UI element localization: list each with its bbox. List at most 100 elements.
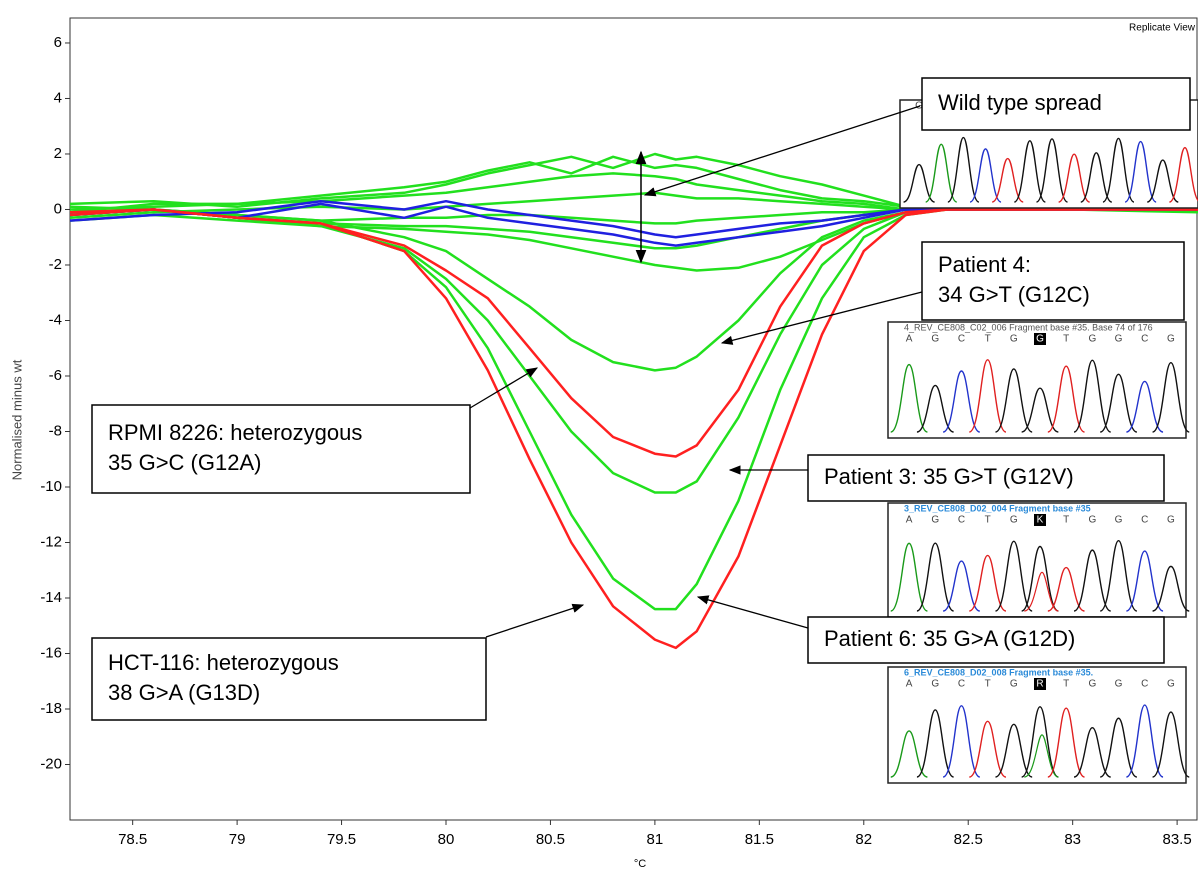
peak	[1152, 361, 1190, 433]
lines	[70, 152, 1198, 650]
x-tick-label: 82	[855, 831, 872, 848]
peak	[903, 163, 935, 203]
peak	[995, 540, 1033, 612]
annotation-text: 34 G>T (G12C)	[938, 282, 1090, 307]
peak	[1073, 549, 1112, 612]
y-tick-label: -16	[40, 644, 62, 661]
y-tick-label: -18	[40, 700, 62, 717]
peak	[1047, 566, 1085, 612]
base-letter: G	[1036, 334, 1044, 345]
peak	[1021, 545, 1059, 612]
base-highlight	[1034, 678, 1046, 690]
base-letter: G	[1010, 334, 1018, 345]
peak	[1152, 565, 1190, 612]
y-tick-label: -6	[49, 367, 62, 384]
base-letter: G	[1088, 334, 1096, 345]
base-letter: C	[958, 334, 965, 345]
y-tick-label: -12	[40, 533, 62, 550]
peak	[916, 542, 954, 612]
base-letter: R	[1036, 679, 1043, 690]
peak	[1047, 707, 1085, 778]
peak	[1126, 704, 1164, 778]
annotation-arrow	[485, 603, 585, 638]
peak	[1152, 711, 1190, 778]
y-tick-label: 2	[54, 145, 62, 162]
annotation-text: Wild type spread	[938, 90, 1102, 115]
y-tick-label: -10	[40, 478, 62, 495]
peak	[1021, 706, 1059, 778]
peak	[916, 384, 954, 433]
x-tick-label: 81.5	[745, 831, 774, 848]
y-tick-label: -8	[49, 422, 62, 439]
peak	[1169, 146, 1198, 203]
series-line	[70, 208, 1198, 650]
base-letter: C	[958, 679, 965, 690]
peak	[942, 370, 981, 433]
x-tick-label: 81	[647, 831, 664, 848]
base-letter: G	[931, 679, 939, 690]
base-letter: C	[1141, 679, 1148, 690]
annotation-text: Patient 6: 35 G>A (G12D)	[824, 626, 1075, 651]
chromatogram: 4_REV_CE808_C02_006 Fragment base #35. B…	[887, 321, 1190, 439]
base-letter: T	[1063, 515, 1069, 526]
chromatogram-title: 3_REV_CE808_D02_004 Fragment base #35	[904, 503, 1091, 513]
peak	[1024, 734, 1059, 778]
peak	[1126, 380, 1164, 433]
peak	[968, 359, 1007, 433]
annotation-arrow	[643, 105, 921, 197]
y-tick-label: -4	[49, 311, 62, 328]
corner-label: Replicate View	[1129, 23, 1196, 34]
annotation-box	[807, 616, 1165, 664]
annotation-box	[91, 404, 471, 494]
x-tick-label: 79.5	[327, 831, 356, 848]
y-tick-label: -14	[40, 589, 62, 606]
base-letter: G	[1167, 334, 1175, 345]
base-letter: T	[985, 679, 991, 690]
annotation-arrow	[720, 291, 923, 345]
base-letter: T	[985, 515, 991, 526]
annotation-text: 35 G>C (G12A)	[108, 450, 261, 475]
series-line	[70, 199, 1198, 239]
peak	[995, 723, 1033, 778]
base-letter: C	[958, 515, 965, 526]
peak	[968, 554, 1007, 612]
x-tick-label: 79	[229, 831, 246, 848]
y-axis-label: Normalised minus wt	[9, 359, 24, 480]
base-letter: G	[1088, 679, 1096, 690]
x-tick-label: 78.5	[118, 831, 147, 848]
x-tick-label: 83.5	[1163, 831, 1192, 848]
peak	[991, 157, 1024, 203]
peak	[1146, 159, 1179, 203]
base-letter: G	[1088, 515, 1096, 526]
y-tick-label: 4	[54, 89, 62, 106]
annotation-text: HCT-116: heterozygous	[108, 650, 339, 675]
peak	[890, 363, 928, 433]
peak	[1013, 140, 1047, 203]
peak	[1126, 550, 1164, 612]
peak	[968, 720, 1007, 778]
peak	[890, 542, 928, 612]
base-highlight	[1034, 333, 1046, 345]
peak	[942, 705, 981, 778]
peak	[1073, 726, 1111, 778]
base-letter: A	[906, 679, 913, 690]
y-tick-label: -20	[40, 755, 62, 772]
annotation-box	[91, 637, 487, 721]
base-letter: G	[1167, 515, 1175, 526]
x-tick-label: 83	[1064, 831, 1081, 848]
peak	[942, 560, 981, 612]
base-letter: A	[906, 334, 913, 345]
base-letter: G	[1115, 515, 1123, 526]
peak	[925, 143, 958, 203]
chromatogram: 3_REV_CE808_D02_004 Fragment base #35 A G C…	[887, 502, 1190, 618]
peak	[1124, 140, 1157, 203]
base-letter: C	[1141, 334, 1148, 345]
base-letter: G	[1115, 679, 1123, 690]
peak	[1080, 152, 1113, 203]
peak	[995, 368, 1033, 433]
annotation-text: RPMI 8226: heterozygous	[108, 420, 362, 445]
peak	[1047, 365, 1085, 433]
y-tick-label: 0	[54, 200, 62, 217]
base-letter: K	[1037, 515, 1044, 526]
